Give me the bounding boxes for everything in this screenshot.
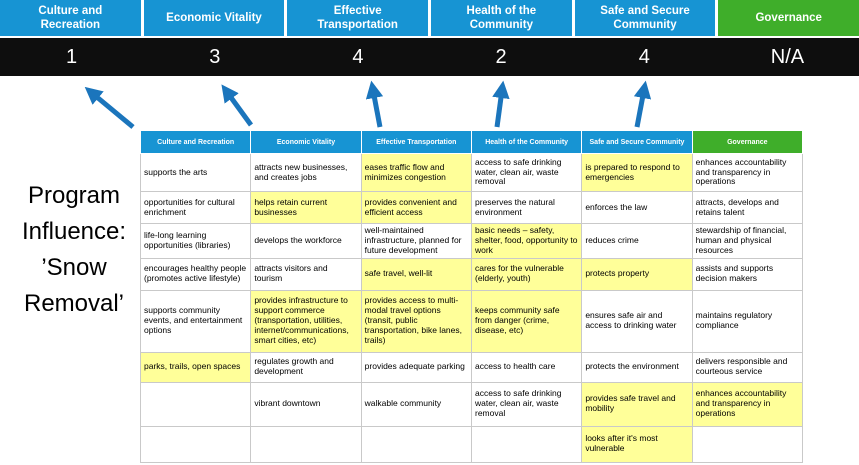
score-safe-and-secure-community: 4 (638, 45, 650, 68)
pillar-header-effective-transportation: Effective Transportation (287, 0, 429, 36)
arrow-icon (492, 80, 510, 128)
matrix-header-health-of-the-community: Health of the Community (470, 130, 583, 154)
matrix-row: opportunities for cultural enrichment hel… (139, 191, 804, 224)
matrix-body: supports the arts attracts new businesses… (139, 153, 804, 463)
score-economic-vitality: 3 (209, 45, 221, 68)
matrix-header-row: Culture and Recreation Economic Vitality… (139, 130, 804, 154)
matrix-cell: enhances accountability and transparency… (691, 153, 804, 192)
matrix-cell: develops the workforce (250, 223, 362, 259)
arrow-icon (221, 84, 254, 127)
arrow-icon (633, 80, 652, 128)
matrix-cell: access to safe drinking water, clean air… (470, 153, 583, 192)
matrix-header-governance: Governance (691, 130, 804, 154)
matrix-cell: preserves the natural environment (470, 191, 583, 224)
matrix-cell: life-long learning opportunities (librar… (139, 223, 252, 259)
matrix-cell (691, 425, 804, 463)
program-title: Program Influence: ’Snow Removal’ (0, 178, 148, 322)
matrix-cell: provides convenient and efficient access (360, 191, 472, 224)
matrix-header-economic-vitality: Economic Vitality (250, 130, 362, 154)
matrix-cell: protects property (581, 257, 693, 291)
matrix-cell: safe travel, well-lit (360, 257, 472, 291)
matrix-cell: attracts new businesses, and creates job… (250, 153, 362, 192)
pillar-header-safe-and-secure-community: Safe and Secure Community (574, 0, 716, 36)
program-title-line: Influence: (21, 218, 127, 245)
matrix-row: looks after it's most vulnerable (139, 425, 804, 463)
matrix-cell: enhances accountability and transparency… (691, 381, 804, 427)
matrix-cell: access to health care (470, 351, 583, 383)
matrix-cell: eases traffic flow and minimizes congest… (360, 153, 472, 192)
matrix-row: supports the arts attracts new businesses… (139, 153, 804, 192)
matrix-header-culture-and-recreation: Culture and Recreation (139, 130, 252, 154)
program-title-line: Program (27, 182, 121, 209)
matrix-cell: vibrant downtown (250, 381, 362, 427)
pillar-header-governance: Governance (718, 0, 859, 36)
program-title-line: Removal’ (23, 290, 125, 317)
matrix-row: vibrant downtown walkable community access… (139, 381, 804, 427)
matrix-header-effective-transportation: Effective Transportation (360, 130, 472, 154)
matrix-cell: delivers responsible and courteous servi… (691, 351, 804, 383)
matrix-header-safe-and-secure-community: Safe and Secure Community (581, 130, 693, 154)
arrow-icon (84, 86, 135, 129)
matrix-cell (139, 425, 252, 463)
matrix-cell: access to safe drinking water, clean air… (470, 381, 583, 427)
matrix-cell: attracts visitors and tourism (250, 257, 362, 291)
program-title-line: ’Snow (41, 254, 107, 281)
matrix-cell: walkable community (360, 381, 472, 427)
matrix-cell: regulates growth and development (250, 351, 362, 383)
matrix-cell: supports community events, and entertain… (139, 289, 252, 353)
matrix-cell: provides safe travel and mobility (581, 381, 693, 427)
matrix-cell: opportunities for cultural enrichment (139, 191, 252, 224)
matrix-cell: attracts, develops and retains talent (691, 191, 804, 224)
matrix-cell: stewardship of financial, human and phys… (691, 223, 804, 259)
influence-matrix: Culture and Recreation Economic Vitality… (139, 130, 804, 463)
matrix-cell: provides access to multi-modal travel op… (360, 289, 472, 353)
arrow-icon (365, 80, 384, 128)
matrix-cell: maintains regulatory compliance (691, 289, 804, 353)
pillar-header-culture-and-recreation: Culture and Recreation (0, 0, 141, 36)
matrix-cell: ensures safe air and access to drinking … (581, 289, 693, 353)
matrix-cell: basic needs – safety, shelter, food, opp… (470, 223, 583, 259)
matrix-row: life-long learning opportunities (librar… (139, 223, 804, 259)
score-governance: N/A (770, 45, 805, 68)
matrix-cell: reduces crime (581, 223, 693, 259)
matrix-cell: supports the arts (139, 153, 252, 192)
pillar-header-row: Culture and Recreation Economic Vitality… (0, 0, 859, 36)
matrix-cell (470, 425, 583, 463)
matrix-cell: cares for the vulnerable (elderly, youth… (470, 257, 583, 291)
matrix-cell: enforces the law (581, 191, 693, 224)
matrix-cell: looks after it's most vulnerable (581, 425, 693, 463)
matrix-cell: provides adequate parking (360, 351, 472, 383)
score-row: 1 3 4 2 4 N/A (0, 38, 859, 76)
matrix-row: supports community events, and entertain… (139, 289, 804, 353)
matrix-cell: provides infrastructure to support comme… (250, 289, 362, 353)
matrix-cell (360, 425, 472, 463)
matrix-row: parks, trails, open spaces regulates grow… (139, 351, 804, 383)
matrix-row: encourages healthy people (promotes acti… (139, 257, 804, 291)
matrix-cell (250, 425, 362, 463)
matrix-cell: protects the environment (581, 351, 693, 383)
matrix-cell: keeps community safe from danger (crime,… (470, 289, 583, 353)
matrix-cell (139, 381, 252, 427)
matrix-cell: is prepared to respond to emergencies (581, 153, 693, 192)
matrix-cell: well-maintained infrastructure, planned … (360, 223, 472, 259)
matrix-cell: helps retain current businesses (250, 191, 362, 224)
matrix-cell: parks, trails, open spaces (139, 351, 252, 383)
matrix-cell: encourages healthy people (promotes acti… (139, 257, 252, 291)
pillar-header-economic-vitality: Economic Vitality (143, 0, 285, 36)
pillar-header-health-of-the-community: Health of the Community (431, 0, 572, 36)
score-effective-transportation: 4 (352, 45, 364, 68)
score-health-of-the-community: 2 (495, 45, 507, 68)
matrix-cell: assists and supports decision makers (691, 257, 804, 291)
score-culture-and-recreation: 1 (66, 45, 78, 68)
